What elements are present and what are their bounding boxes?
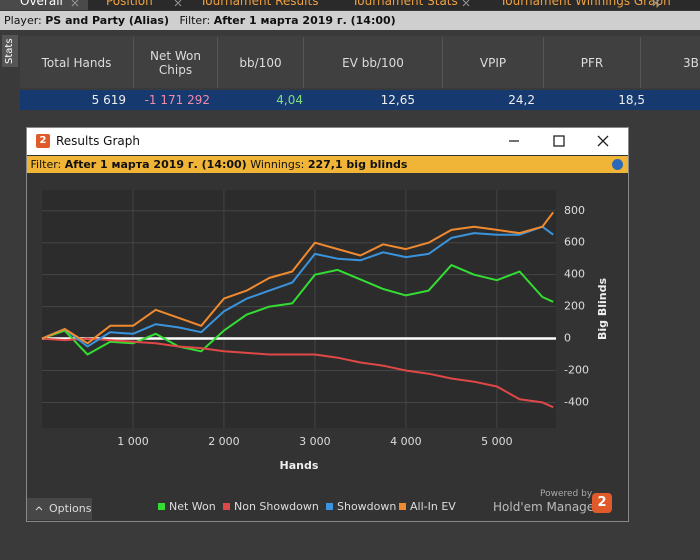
maximize[interactable] <box>553 135 565 147</box>
cell: 24,2 <box>508 93 535 107</box>
column-header[interactable]: bb/100 <box>218 37 304 88</box>
title-bar <box>27 128 628 155</box>
cell: 12,65 <box>380 93 415 107</box>
legend-swatch <box>326 503 333 510</box>
column-header[interactable]: VPIP <box>443 37 544 88</box>
y-tick-label: -400 <box>564 395 589 408</box>
window-title: Results Graph <box>56 134 140 148</box>
legend-swatch <box>399 503 406 510</box>
player: PS and Party (Alias) <box>45 14 169 27</box>
label: Player: <box>4 14 42 27</box>
legend-label: Showdown <box>337 500 396 513</box>
legend-swatch <box>158 503 165 510</box>
y-axis-label: Big Blinds <box>596 278 609 340</box>
series-line <box>41 337 554 409</box>
options-button[interactable]: Options <box>27 498 92 520</box>
tab-bar <box>0 0 700 10</box>
y-tick-label: 0 <box>564 332 571 345</box>
table-row[interactable] <box>20 90 700 110</box>
cell: 5 619 <box>91 93 126 107</box>
tab[interactable]: Tournament Stats <box>352 0 458 8</box>
options-chevron <box>35 506 43 511</box>
powered-by: Powered by <box>540 489 593 499</box>
label: Filter: <box>30 158 62 171</box>
tab-close <box>71 0 660 7</box>
brand: Hold'em Manager <box>493 500 600 514</box>
column-header[interactable]: Net Won Chips <box>134 37 218 88</box>
column-header[interactable]: Total Hands <box>20 37 134 88</box>
x-tick-label: 3 000 <box>299 435 331 448</box>
x-tick-label: 1 000 <box>117 435 149 448</box>
filter: After 1 марта 2019 г. (14:00) <box>213 14 396 27</box>
legend-swatch <box>223 503 230 510</box>
filter-bar: Player: PS and Party (Alias) Filter: Aft… <box>0 11 700 30</box>
x-axis-label: Hands <box>280 459 319 472</box>
label: Filter: <box>179 14 211 27</box>
x-tick-label: 2 000 <box>208 435 240 448</box>
window-controls <box>509 135 609 147</box>
y-tick-label: 800 <box>564 204 585 217</box>
y-tick-label: -200 <box>564 363 589 376</box>
winnings: 227,1 big blinds <box>307 158 408 171</box>
column-header[interactable]: 3B <box>641 37 700 88</box>
series-line <box>41 225 554 348</box>
y-tick-label: 200 <box>564 300 585 313</box>
tab[interactable]: Tournament Results <box>200 0 319 8</box>
cell: 18,5 <box>618 93 645 107</box>
app-icon: 2 <box>36 134 50 148</box>
x-tick-label: 4 000 <box>390 435 422 448</box>
legend-label: Net Won <box>169 500 216 513</box>
label: Winnings: <box>250 158 305 171</box>
plot-area <box>42 190 556 428</box>
column-header[interactable]: EV bb/100 <box>304 37 443 88</box>
window-filter: Filter: After 1 марта 2019 г. (14:00) Wi… <box>27 156 628 173</box>
active-tab <box>0 0 88 10</box>
close[interactable] <box>597 135 609 147</box>
legend-label: All-In EV <box>410 500 456 513</box>
info-icon[interactable] <box>612 159 623 170</box>
tab[interactable]: Position <box>106 0 153 8</box>
cell: 4,04 <box>276 93 303 107</box>
cell: -1 171 292 <box>144 93 210 107</box>
y-tick-label: 400 <box>564 268 585 281</box>
series-line <box>41 264 554 356</box>
y-tick-label: 600 <box>564 236 585 249</box>
tab[interactable]: Tournament Winnings Graph <box>500 0 671 8</box>
filter: After 1 марта 2019 г. (14:00) <box>64 158 247 171</box>
series-line <box>41 211 554 345</box>
x-tick-label: 5 000 <box>481 435 513 448</box>
brand-icon: 2 <box>592 493 612 513</box>
legend-label: Non Showdown <box>234 500 319 513</box>
column-header[interactable]: PFR <box>544 37 641 88</box>
tab[interactable]: Overall <box>20 0 63 8</box>
